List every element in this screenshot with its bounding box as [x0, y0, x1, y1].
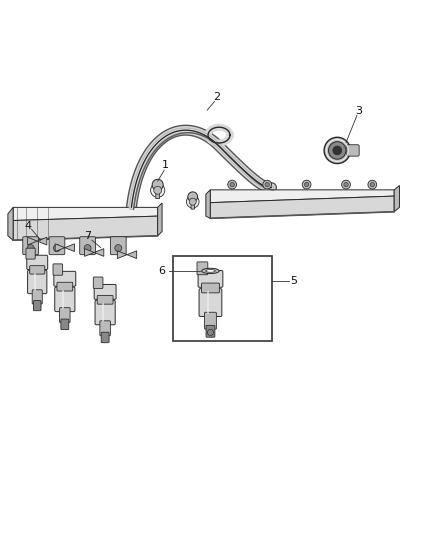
Polygon shape	[65, 244, 74, 252]
Text: 1: 1	[162, 160, 169, 170]
Circle shape	[333, 146, 342, 155]
FancyBboxPatch shape	[206, 325, 215, 337]
Circle shape	[115, 245, 122, 252]
Polygon shape	[206, 190, 210, 219]
Circle shape	[324, 138, 350, 164]
Polygon shape	[13, 207, 158, 221]
Text: 6: 6	[159, 266, 166, 276]
FancyBboxPatch shape	[95, 300, 115, 325]
FancyBboxPatch shape	[27, 255, 48, 270]
FancyBboxPatch shape	[28, 270, 47, 294]
FancyBboxPatch shape	[55, 287, 75, 312]
Polygon shape	[85, 248, 94, 256]
Polygon shape	[158, 203, 162, 236]
Circle shape	[152, 179, 163, 190]
FancyBboxPatch shape	[26, 248, 35, 259]
Circle shape	[151, 183, 165, 197]
Text: 3: 3	[356, 106, 363, 116]
Circle shape	[344, 182, 348, 187]
Circle shape	[368, 180, 377, 189]
Circle shape	[230, 182, 234, 187]
FancyBboxPatch shape	[53, 264, 63, 275]
Polygon shape	[210, 196, 394, 219]
FancyBboxPatch shape	[61, 319, 69, 329]
FancyBboxPatch shape	[97, 295, 113, 304]
FancyBboxPatch shape	[191, 200, 194, 209]
Circle shape	[189, 198, 196, 205]
Circle shape	[84, 245, 91, 252]
FancyBboxPatch shape	[33, 301, 41, 311]
Circle shape	[187, 196, 199, 208]
FancyBboxPatch shape	[198, 271, 223, 287]
FancyBboxPatch shape	[156, 189, 159, 199]
FancyBboxPatch shape	[60, 308, 70, 322]
Ellipse shape	[206, 270, 215, 272]
Polygon shape	[127, 251, 137, 259]
FancyBboxPatch shape	[23, 237, 39, 255]
Circle shape	[342, 180, 350, 189]
Polygon shape	[394, 185, 399, 212]
FancyBboxPatch shape	[201, 283, 219, 293]
Polygon shape	[13, 216, 158, 240]
FancyBboxPatch shape	[100, 321, 110, 336]
Text: 7: 7	[84, 231, 91, 241]
Circle shape	[27, 245, 34, 252]
Text: 5: 5	[290, 276, 297, 286]
FancyBboxPatch shape	[101, 332, 109, 343]
Text: 4: 4	[25, 221, 32, 231]
Ellipse shape	[201, 268, 219, 273]
Polygon shape	[8, 207, 13, 240]
Polygon shape	[210, 190, 394, 203]
FancyBboxPatch shape	[32, 290, 42, 304]
Circle shape	[208, 329, 214, 335]
FancyBboxPatch shape	[199, 289, 222, 317]
FancyBboxPatch shape	[93, 277, 103, 288]
Text: 2: 2	[213, 92, 220, 102]
Circle shape	[53, 245, 60, 252]
FancyBboxPatch shape	[173, 255, 272, 341]
Polygon shape	[94, 248, 104, 256]
FancyBboxPatch shape	[197, 262, 208, 274]
FancyBboxPatch shape	[80, 237, 95, 255]
FancyBboxPatch shape	[57, 282, 73, 291]
Polygon shape	[55, 244, 65, 252]
Circle shape	[154, 187, 162, 194]
Circle shape	[370, 182, 374, 187]
Polygon shape	[117, 251, 127, 259]
Circle shape	[328, 142, 346, 159]
FancyBboxPatch shape	[205, 312, 216, 329]
FancyBboxPatch shape	[94, 285, 116, 300]
FancyBboxPatch shape	[49, 237, 65, 255]
FancyBboxPatch shape	[30, 265, 45, 274]
Circle shape	[228, 180, 237, 189]
Circle shape	[265, 182, 269, 187]
Circle shape	[304, 182, 309, 187]
FancyBboxPatch shape	[54, 271, 76, 286]
Circle shape	[188, 192, 198, 201]
Circle shape	[302, 180, 311, 189]
FancyBboxPatch shape	[347, 145, 359, 156]
FancyBboxPatch shape	[110, 237, 126, 255]
Polygon shape	[28, 237, 37, 245]
Polygon shape	[37, 237, 47, 245]
Circle shape	[263, 180, 272, 189]
